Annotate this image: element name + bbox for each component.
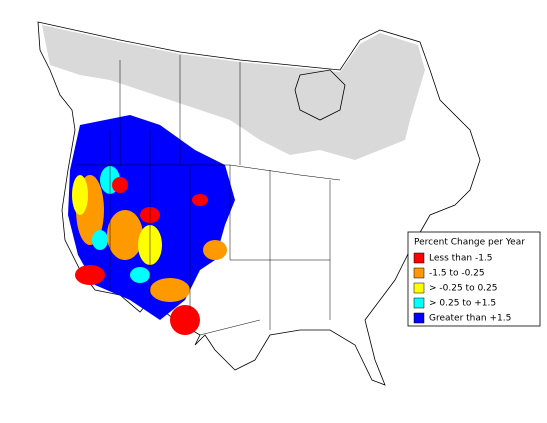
hudson-bay <box>294 69 346 121</box>
legend-label: > -0.25 to 0.25 <box>429 284 497 294</box>
legend-label: Less than -1.5 <box>429 254 493 264</box>
no-data-region <box>42 25 425 160</box>
borders <box>75 55 341 336</box>
legend-title: Percent Change per Year <box>414 238 525 248</box>
legend-swatch <box>413 297 425 309</box>
legend-swatch <box>413 267 425 279</box>
land <box>37 21 481 386</box>
legend-label: Greater than +1.5 <box>429 314 511 324</box>
legend-label: > 0.25 to +1.5 <box>429 299 496 309</box>
legend-label: -1.5 to -0.25 <box>429 269 485 279</box>
legend-swatch <box>413 312 425 324</box>
legend-swatch <box>413 282 425 294</box>
legend-swatch <box>413 252 425 264</box>
survey-regions <box>68 115 235 335</box>
legend-box <box>407 231 541 327</box>
legend: Percent Change per Year Less than -1.5 -1… <box>407 231 541 327</box>
